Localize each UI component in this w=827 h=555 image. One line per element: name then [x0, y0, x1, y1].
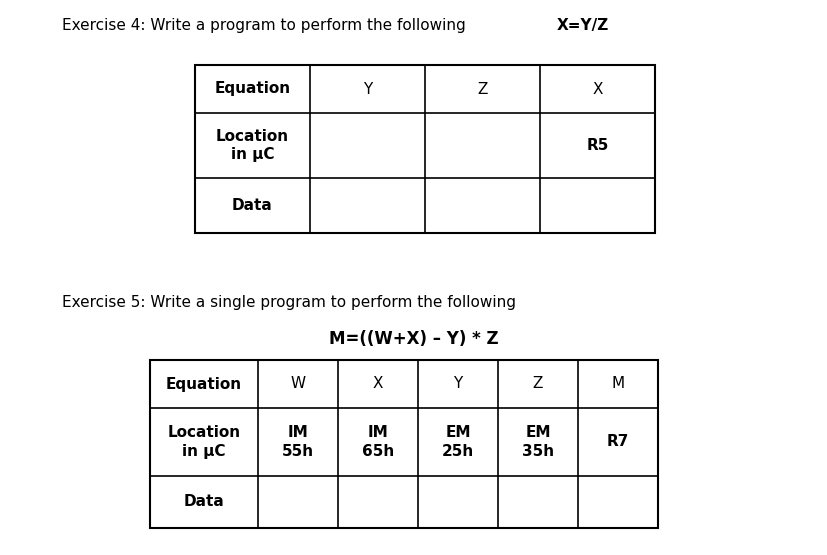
Bar [195, 65, 654, 233]
Text: Equation: Equation [214, 82, 290, 97]
Text: IM
55h: IM 55h [282, 425, 313, 459]
Text: IM
65h: IM 65h [361, 425, 394, 459]
Text: Location
in μC: Location in μC [167, 425, 241, 459]
Text: Z: Z [532, 376, 543, 391]
Text: X: X [591, 82, 602, 97]
Text: Exercise 4: Write a program to perform the following: Exercise 4: Write a program to perform t… [62, 18, 466, 33]
Text: Data: Data [184, 495, 224, 509]
Text: R5: R5 [586, 138, 608, 153]
Text: EM
25h: EM 25h [442, 425, 474, 459]
Text: Y: Y [453, 376, 462, 391]
Text: M=((W+X) – Y) * Z: M=((W+X) – Y) * Z [329, 330, 498, 348]
Text: X: X [372, 376, 383, 391]
Text: M: M [610, 376, 624, 391]
Text: Z: Z [476, 82, 487, 97]
Bar [150, 360, 657, 528]
Text: W: W [290, 376, 305, 391]
Text: Equation: Equation [165, 376, 241, 391]
Text: R7: R7 [606, 435, 629, 450]
Text: Data: Data [232, 198, 273, 213]
Text: X=Y/Z: X=Y/Z [557, 18, 609, 33]
Text: Y: Y [362, 82, 371, 97]
Text: EM
35h: EM 35h [521, 425, 553, 459]
Text: Location
in μC: Location in μC [216, 129, 289, 162]
Text: Exercise 5: Write a single program to perform the following: Exercise 5: Write a single program to pe… [62, 295, 515, 310]
